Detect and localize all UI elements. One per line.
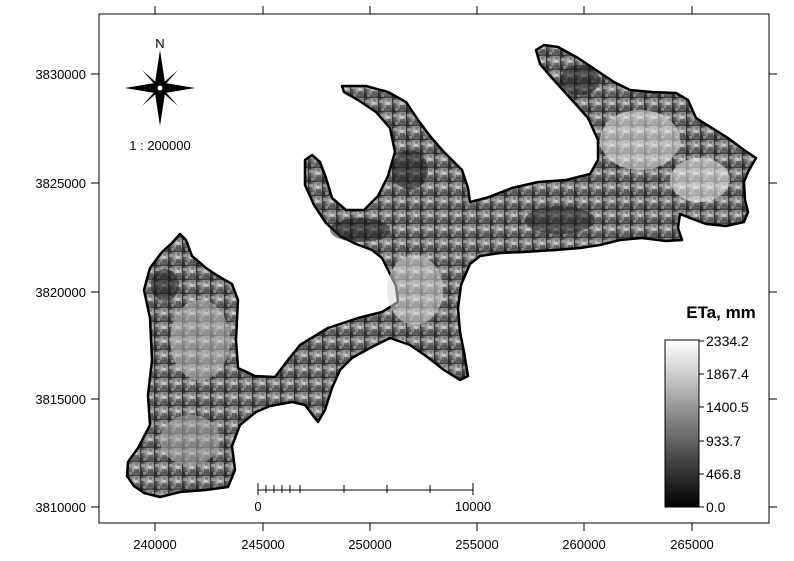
- y-ticks: [91, 73, 777, 508]
- x-tick-label: 265000: [670, 537, 713, 552]
- x-tick-label: 240000: [133, 537, 176, 552]
- scalebar-end-label: 10000: [455, 499, 491, 514]
- y-tick-label: 3820000: [35, 285, 86, 300]
- x-tick-label: 250000: [348, 537, 391, 552]
- eta-raster-basin: [125, 43, 758, 499]
- scale-ratio: 1 : 200000: [129, 138, 190, 153]
- x-ticks: [154, 6, 693, 531]
- legend-label: 1400.5: [706, 399, 749, 415]
- x-tick-label: 245000: [241, 537, 284, 552]
- scale-bar: [257, 483, 474, 495]
- x-tick-label: 260000: [562, 537, 605, 552]
- north-arrow-compass-icon: [125, 50, 195, 126]
- legend-label: 933.7: [706, 433, 741, 449]
- y-tick-label: 3825000: [35, 176, 86, 191]
- legend-label: 2334.2: [706, 333, 749, 349]
- legend-label: 0.0: [706, 499, 726, 515]
- legend-label: 1867.4: [706, 366, 749, 382]
- legend-title: ETa, mm: [686, 303, 756, 322]
- eta-detail-patches: [151, 65, 730, 465]
- north-label: N: [155, 36, 164, 51]
- y-tick-label: 3830000: [35, 67, 86, 82]
- y-tick-label: 3815000: [35, 392, 86, 407]
- y-tick-label: 3810000: [35, 500, 86, 515]
- scalebar-start-label: 0: [254, 499, 261, 514]
- legend-label: 466.8: [706, 466, 741, 482]
- legend-ticks: [699, 340, 704, 508]
- legend-colorbar: [664, 339, 700, 508]
- x-tick-label: 255000: [455, 537, 498, 552]
